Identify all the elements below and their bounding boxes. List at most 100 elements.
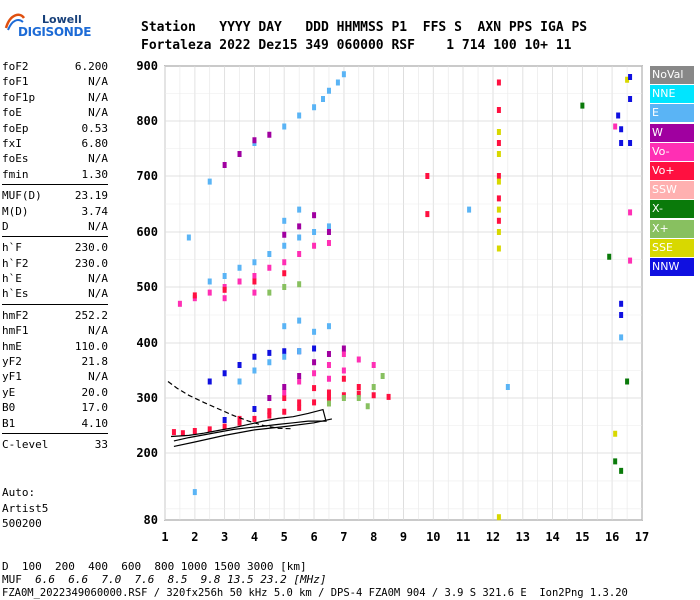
- param-value: 17.0: [81, 401, 109, 415]
- param-value: 110.0: [74, 339, 108, 353]
- data-point: [297, 404, 302, 411]
- data-point: [356, 384, 361, 390]
- param-row: fmin 1.30: [2, 167, 108, 182]
- data-point: [282, 123, 287, 130]
- data-point: [386, 393, 391, 400]
- data-point: [252, 259, 257, 266]
- data-point: [282, 348, 287, 355]
- param-value: N/A: [88, 106, 108, 120]
- y-tick-label: 80: [144, 513, 158, 527]
- data-point: [237, 378, 242, 385]
- data-point: [356, 395, 361, 401]
- data-point: [619, 467, 624, 474]
- param-row: foF1p N/A: [2, 90, 108, 105]
- footer-muf-label: MUF: [2, 573, 22, 586]
- y-tick-label: 300: [136, 391, 158, 405]
- param-row: foEs N/A: [2, 151, 108, 166]
- data-point: [282, 395, 287, 401]
- param-value: 6.80: [81, 136, 109, 150]
- param-value: N/A: [88, 324, 108, 338]
- data-point: [282, 284, 287, 290]
- y-tick-label: 600: [136, 225, 158, 239]
- x-tick-label: 6: [310, 530, 317, 544]
- data-point: [192, 428, 197, 434]
- x-tick-label: 16: [605, 530, 619, 544]
- param-name: foF1: [2, 75, 29, 89]
- polarization-legend: NoVal NNE E W Vo- Vo+ SSW X- X+ SSE NNW: [650, 66, 694, 277]
- data-point: [371, 384, 376, 390]
- data-point: [326, 223, 331, 230]
- data-point: [282, 242, 287, 249]
- param-row: C-level 33: [2, 437, 108, 452]
- param-name: fmin: [2, 167, 29, 181]
- data-point: [613, 430, 618, 437]
- data-point: [496, 140, 501, 146]
- data-point: [619, 300, 624, 307]
- param-row: fxI 6.80: [2, 136, 108, 151]
- logo-swirl-icon: [4, 13, 26, 31]
- data-point: [222, 286, 227, 293]
- data-point: [613, 123, 618, 130]
- data-point: [312, 104, 317, 111]
- data-point: [365, 403, 370, 410]
- x-tick-label: 12: [486, 530, 500, 544]
- param-value: 20.0: [81, 385, 109, 399]
- legend-item-nne: NNE: [650, 85, 694, 104]
- data-point: [237, 264, 242, 271]
- data-point: [326, 351, 331, 357]
- legend-item-w: W: [650, 123, 694, 142]
- param-name: yF2: [2, 355, 22, 369]
- y-tick-label: 500: [136, 280, 158, 294]
- data-point: [326, 229, 331, 235]
- data-point: [496, 245, 501, 252]
- data-point: [207, 278, 212, 285]
- header-labels: Station YYYY DAY DDD HHMMSS P1 FFS S AXN…: [141, 20, 588, 35]
- data-point: [496, 178, 501, 185]
- param-name: B0: [2, 401, 16, 415]
- y-tick-label: 800: [136, 114, 158, 128]
- data-point: [282, 408, 287, 415]
- data-point: [496, 79, 501, 86]
- legend-item-voplus: Vo+: [650, 161, 694, 180]
- data-point: [312, 212, 317, 219]
- legend-item-xminus: X-: [650, 200, 694, 219]
- data-point: [180, 430, 185, 437]
- param-row: B1 4.10: [2, 416, 108, 431]
- data-point: [312, 399, 317, 406]
- param-value: N/A: [88, 75, 108, 89]
- legend-item-e: E: [650, 104, 694, 123]
- data-point: [282, 384, 287, 390]
- auto-line-2: Artist5: [2, 501, 49, 515]
- data-point: [619, 126, 624, 133]
- param-name: h`F2: [2, 256, 29, 270]
- data-point: [496, 151, 501, 157]
- data-point: [613, 458, 618, 465]
- data-point: [335, 79, 340, 86]
- data-point: [496, 107, 501, 113]
- param-value: 33: [94, 437, 108, 451]
- data-point: [425, 173, 430, 179]
- data-point: [267, 395, 272, 401]
- data-point: [207, 289, 212, 296]
- data-point: [297, 281, 302, 288]
- param-name: hmF1: [2, 324, 29, 338]
- data-point: [171, 429, 176, 436]
- data-point: [341, 367, 346, 374]
- data-point: [312, 359, 317, 366]
- data-point: [267, 359, 272, 366]
- data-point: [207, 426, 212, 433]
- profile-solid: [170, 408, 327, 442]
- data-point: [267, 349, 272, 356]
- param-value: 6.200: [74, 60, 108, 73]
- data-point: [267, 131, 272, 138]
- header-values: Fortaleza 2022 Dez15 349 060000 RSF 1 71…: [141, 38, 572, 53]
- param-value: 23.19: [74, 189, 108, 203]
- data-point: [312, 242, 317, 249]
- param-row: hmF2 252.2: [2, 308, 108, 323]
- data-point: [267, 251, 272, 257]
- x-tick-label: 5: [281, 530, 288, 544]
- data-point: [326, 375, 331, 382]
- param-row: yE 20.0: [2, 385, 108, 400]
- data-point: [505, 384, 510, 390]
- digisonde-logo: Lowell DIGISONDE: [4, 10, 91, 46]
